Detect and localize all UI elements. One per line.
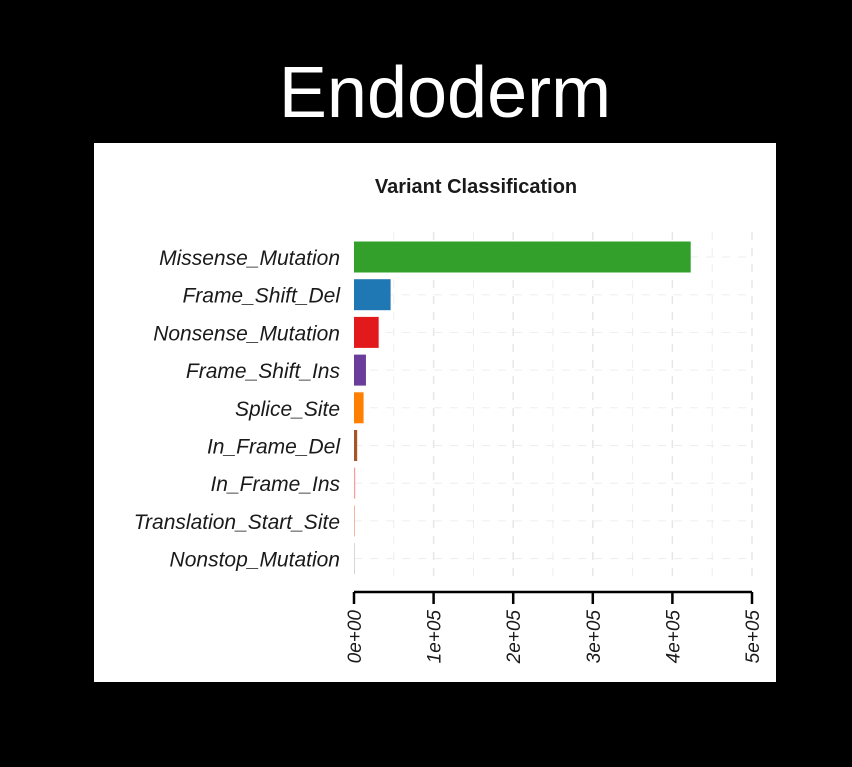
slide-title: Endoderm xyxy=(278,53,612,133)
x-tick-label: 2e+05 xyxy=(504,610,525,665)
grid-lines xyxy=(354,232,753,578)
category-label: Nonstop_Mutation xyxy=(170,549,340,572)
category-label: Nonsense_Mutation xyxy=(153,322,340,345)
category-labels: Missense_Mutation Frame_Shift_Del Nonsense… xyxy=(134,247,342,572)
bar-nonsense-mutation xyxy=(354,316,379,348)
category-label: Splice_Site xyxy=(235,398,340,421)
x-tick-label: 5e+05 xyxy=(743,610,764,664)
bar-splice-site xyxy=(354,392,364,424)
category-label: In_Frame_Ins xyxy=(210,473,340,496)
category-label: Translation_Start_Site xyxy=(134,511,340,534)
x-tick-label: 3e+05 xyxy=(584,610,605,664)
category-label: Frame_Shift_Ins xyxy=(186,360,341,383)
bar-translation-start-site xyxy=(354,505,355,537)
bar-frame-shift-ins xyxy=(354,354,366,386)
category-label: In_Frame_Del xyxy=(207,436,341,459)
x-axis: 0e+00 1e+05 2e+05 3e+05 4e+05 5e+05 xyxy=(345,590,764,665)
category-label: Missense_Mutation xyxy=(159,247,340,270)
bar-in-frame-ins xyxy=(354,467,356,499)
chart-panel: Variant Classification Missense_Mutation… xyxy=(94,143,776,682)
category-label: Frame_Shift_Del xyxy=(182,285,341,308)
bar-in-frame-del xyxy=(354,430,358,461)
bar-nonstop-mutation xyxy=(354,543,355,575)
bar-frame-shift-del xyxy=(354,279,391,311)
x-tick-label: 1e+05 xyxy=(425,610,446,664)
x-tick-label: 4e+05 xyxy=(663,610,684,664)
bar-missense-mutation xyxy=(354,241,691,273)
bars xyxy=(354,241,691,575)
chart-title: Variant Classification xyxy=(375,176,577,198)
x-tick-label: 0e+00 xyxy=(345,610,366,664)
variant-classification-chart: Variant Classification Missense_Mutation… xyxy=(134,176,764,665)
